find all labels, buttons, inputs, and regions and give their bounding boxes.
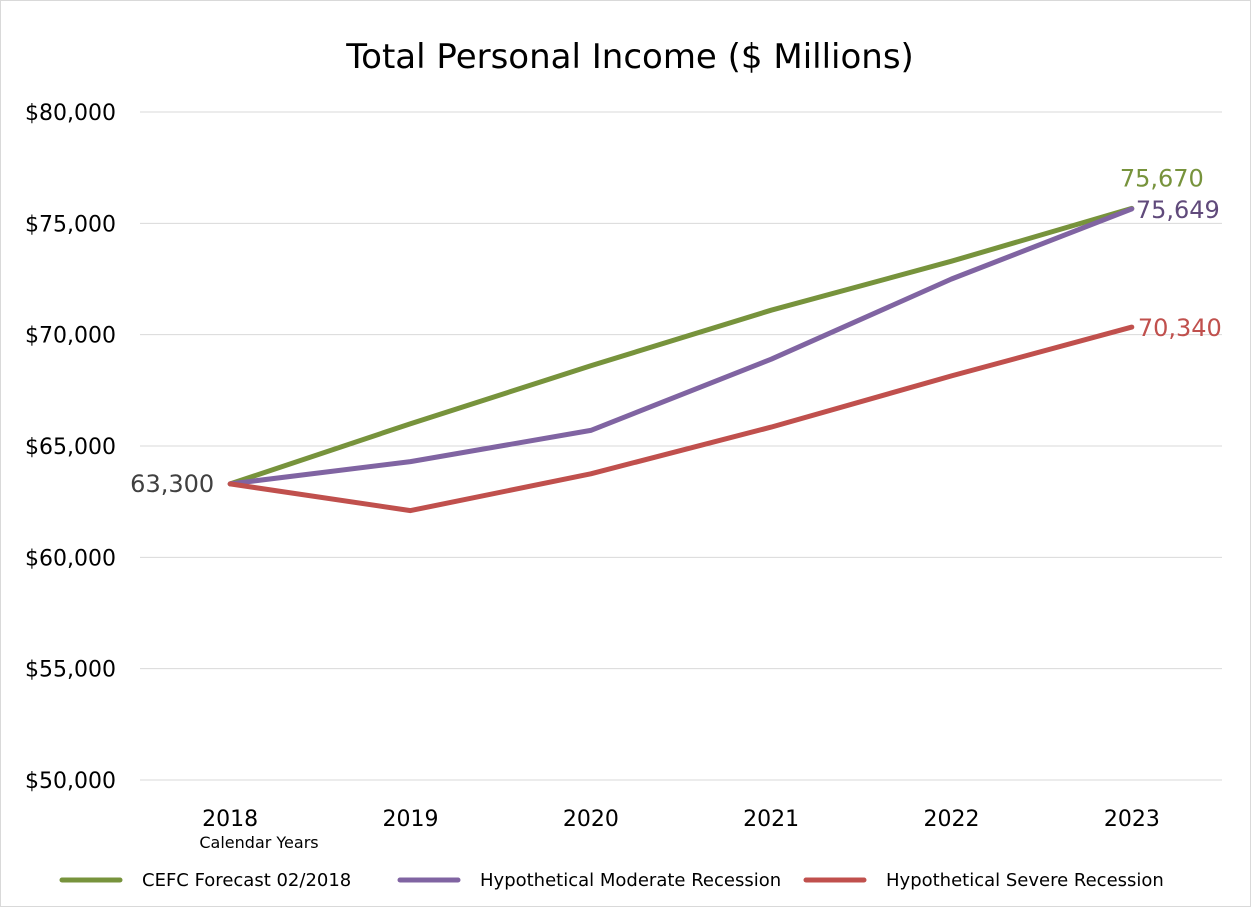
x-tick-label: 2022 — [924, 807, 980, 832]
x-axis-tick-labels: 2018 2019 2020 2021 2022 2023 — [202, 807, 1160, 832]
legend: CEFC Forecast 02/2018 Hypothetical Modera… — [59, 870, 1164, 891]
data-label: 63,300 — [130, 470, 214, 498]
legend-label-0: CEFC Forecast 02/2018 — [142, 870, 351, 891]
legend-label-2: Hypothetical Severe Recession — [886, 870, 1164, 891]
y-tick-label: $75,000 — [25, 212, 116, 237]
x-tick-label: 2018 — [202, 807, 258, 832]
y-tick-label: $70,000 — [25, 324, 116, 349]
y-tick-label: $80,000 — [25, 101, 116, 126]
y-axis-tick-labels: $50,000 $55,000 $60,000 $65,000 $70,000 $75,0… — [25, 101, 116, 794]
series-line-1 — [227, 206, 1135, 487]
gridlines — [140, 111, 1222, 781]
data-labels: 63,300 75,670 75,649 70,340 — [130, 164, 1222, 497]
x-tick-label: 2020 — [563, 807, 619, 832]
y-tick-label: $60,000 — [25, 546, 116, 571]
y-tick-label: $65,000 — [25, 435, 116, 460]
data-label: 70,340 — [1138, 314, 1222, 342]
x-tick-label: 2019 — [383, 807, 439, 832]
x-axis-label: Calendar Years — [199, 833, 318, 852]
x-tick-label: 2021 — [743, 807, 799, 832]
series-lines — [227, 205, 1135, 514]
x-tick-label: 2023 — [1104, 807, 1160, 832]
legend-label-1: Hypothetical Moderate Recession — [480, 870, 781, 891]
data-label: 75,649 — [1136, 196, 1220, 224]
data-label: 75,670 — [1120, 164, 1204, 192]
y-tick-label: $55,000 — [25, 658, 116, 683]
series-line-2 — [227, 324, 1135, 514]
y-tick-label: $50,000 — [25, 769, 116, 794]
series-line-0 — [227, 205, 1135, 487]
chart-title: Total Personal Income ($ Millions) — [345, 37, 914, 77]
